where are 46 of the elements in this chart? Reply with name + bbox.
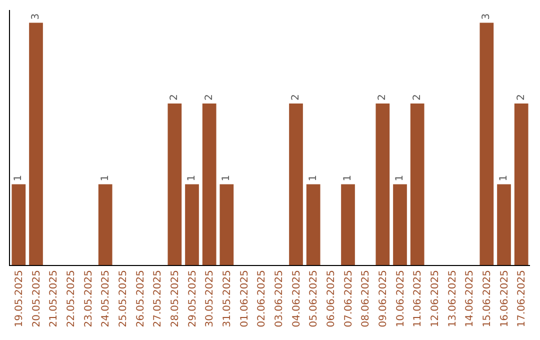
x-tick-label: 08.06.2025 [360, 270, 372, 328]
data-label: 2 [204, 94, 215, 100]
data-label: 1 [13, 174, 24, 182]
data-label: 1 [100, 174, 111, 182]
x-tick-label: 15.06.2025 [482, 270, 493, 328]
x-tick-label: 05.06.2025 [308, 270, 320, 328]
data-label: 1 [342, 174, 354, 182]
x-tick-label: 03.06.2025 [274, 270, 285, 328]
x-tick-label: 13.06.2025 [447, 270, 458, 328]
x-tick-label: 22.05.2025 [66, 270, 77, 328]
x-tick-label: 11.06.2025 [412, 270, 424, 328]
data-label: 2 [290, 94, 302, 100]
x-tick-label: 01.06.2025 [239, 270, 250, 328]
x-tick-label: 19.05.2025 [14, 270, 25, 328]
x-tick-label: 06.06.2025 [326, 270, 337, 328]
data-label: 1 [308, 174, 319, 182]
x-tick-label: 12.06.2025 [430, 270, 441, 328]
data-label: 2 [169, 94, 180, 100]
data-label: 2 [377, 94, 388, 100]
x-tick-label: 23.05.2025 [83, 270, 94, 328]
data-label: 2 [516, 94, 527, 100]
x-tick-label: 28.05.2025 [170, 270, 181, 328]
data-label: 1 [498, 174, 510, 182]
data-label: 1 [186, 174, 198, 182]
x-tick-label: 25.05.2025 [118, 270, 129, 328]
x-tick-label: 21.05.2025 [48, 270, 60, 328]
data-label: 3 [481, 13, 492, 20]
x-tick-label: 14.06.2025 [464, 270, 476, 328]
data-label: 3 [30, 13, 42, 20]
x-tick-label: 20.05.2025 [31, 270, 42, 328]
x-tick-label: 10.06.2025 [395, 270, 406, 328]
x-tick-label: 07.06.2025 [343, 270, 354, 328]
x-tick-label: 30.05.2025 [204, 270, 216, 328]
x-tick-label: 04.06.2025 [291, 270, 302, 328]
x-tick-label: 16.06.2025 [499, 270, 510, 328]
data-label: 2 [412, 94, 423, 100]
x-tick-label: 26.05.2025 [135, 270, 146, 328]
x-tick-label: 29.05.2025 [187, 270, 198, 328]
x-tick-label: 09.06.2025 [378, 270, 389, 328]
x-tick-label: 02.06.2025 [256, 270, 268, 328]
data-label: 1 [394, 174, 406, 182]
x-tick-label: 17.06.2025 [516, 270, 528, 328]
x-tick-label: 31.05.2025 [222, 270, 233, 328]
data-label: 1 [221, 174, 232, 182]
x-tick-label: 27.05.2025 [152, 270, 164, 328]
x-tick-label: 24.05.2025 [100, 270, 112, 328]
